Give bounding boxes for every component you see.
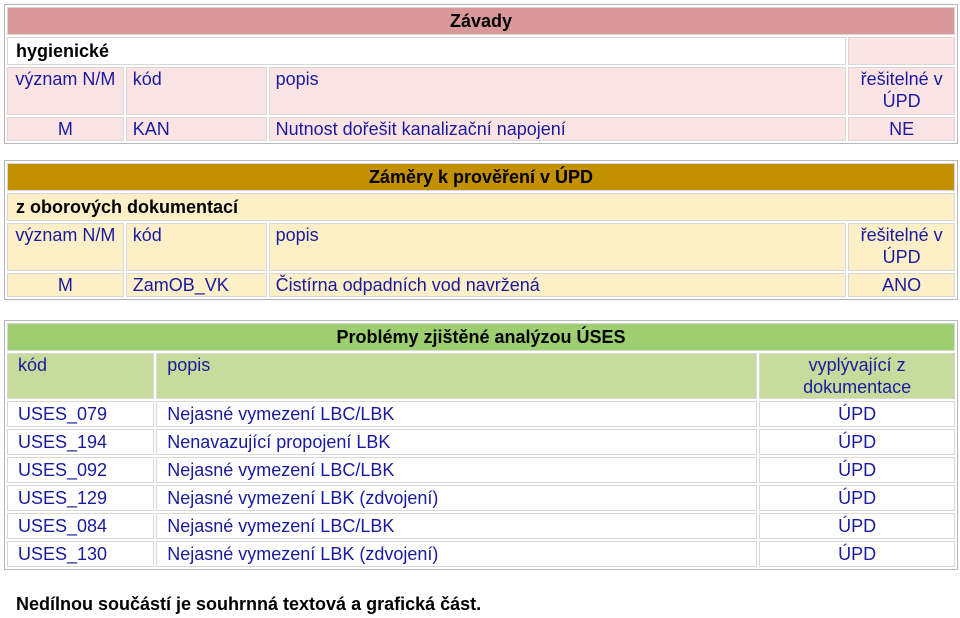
intentions-row-solvable: ANO — [848, 273, 955, 297]
problems-row-code: USES_079 — [7, 401, 155, 427]
table-row: USES_130 Nejasné vymezení LBK (zdvojení)… — [7, 541, 955, 567]
defects-row-solvable: NE — [848, 117, 955, 141]
defects-category-spacer — [848, 37, 955, 65]
problems-row-description: Nejasné vymezení LBK (zdvojení) — [156, 541, 758, 567]
problems-row-source: ÚPD — [759, 485, 955, 511]
problems-row-description: Nejasné vymezení LBC/LBK — [156, 457, 758, 483]
problems-row-description: Nejasné vymezení LBK (zdvojení) — [156, 485, 758, 511]
defects-row-importance: M — [7, 117, 124, 141]
intentions-header-importance: význam N/M — [7, 223, 124, 271]
intentions-header-description: popis — [268, 223, 847, 271]
problems-row-source: ÚPD — [759, 457, 955, 483]
problems-row-source: ÚPD — [759, 513, 955, 539]
table-row: USES_084 Nejasné vymezení LBC/LBK ÚPD — [7, 513, 955, 539]
problems-row-code: USES_084 — [7, 513, 155, 539]
intentions-table: Záměry k prověření v ÚPD z oborových dok… — [4, 160, 958, 300]
intentions-category: z oborových dokumentací — [7, 193, 955, 221]
footer-note: Nedílnou součástí je souhrnná textová a … — [16, 594, 482, 614]
intentions-header-solvable: řešitelné v ÚPD — [848, 223, 955, 271]
defects-title: Závady — [7, 7, 955, 35]
problems-row-description: Nejasné vymezení LBC/LBK — [156, 513, 758, 539]
defects-category: hygienické — [7, 37, 847, 65]
intentions-title: Záměry k prověření v ÚPD — [7, 163, 955, 191]
intentions-header-code: kód — [125, 223, 267, 271]
table-row: USES_079 Nejasné vymezení LBC/LBK ÚPD — [7, 401, 955, 427]
defects-row-description: Nutnost dořešit kanalizační napojení — [268, 117, 847, 141]
problems-row-code: USES_092 — [7, 457, 155, 483]
table-row: USES_129 Nejasné vymezení LBK (zdvojení)… — [7, 485, 955, 511]
problems-row-source: ÚPD — [759, 401, 955, 427]
problems-row-code: USES_194 — [7, 429, 155, 455]
problems-row-source: ÚPD — [759, 429, 955, 455]
defects-row-code: KAN — [125, 117, 267, 141]
problems-header-code: kód — [7, 353, 155, 399]
intentions-row-description: Čistírna odpadních vod navržená — [268, 273, 847, 297]
problems-row-source: ÚPD — [759, 541, 955, 567]
defects-header-description: popis — [268, 67, 847, 115]
intentions-row-code: ZamOB_VK — [125, 273, 267, 297]
problems-header-description: popis — [156, 353, 758, 399]
problems-row-code: USES_130 — [7, 541, 155, 567]
table-row: USES_194 Nenavazující propojení LBK ÚPD — [7, 429, 955, 455]
problems-title: Problémy zjištěné analýzou ÚSES — [7, 323, 955, 351]
defects-table: Závady hygienické význam N/M kód popis ř… — [4, 4, 958, 144]
defects-header-code: kód — [125, 67, 267, 115]
problems-row-description: Nejasné vymezení LBC/LBK — [156, 401, 758, 427]
table-row: USES_092 Nejasné vymezení LBC/LBK ÚPD — [7, 457, 955, 483]
intentions-row-importance: M — [7, 273, 124, 297]
defects-header-importance: význam N/M — [7, 67, 124, 115]
problems-row-code: USES_129 — [7, 485, 155, 511]
problems-header-source: vyplývající z dokumentace — [759, 353, 955, 399]
problems-table: Problémy zjištěné analýzou ÚSES kód popi… — [4, 320, 958, 570]
problems-row-description: Nenavazující propojení LBK — [156, 429, 758, 455]
defects-header-solvable: řešitelné v ÚPD — [848, 67, 955, 115]
